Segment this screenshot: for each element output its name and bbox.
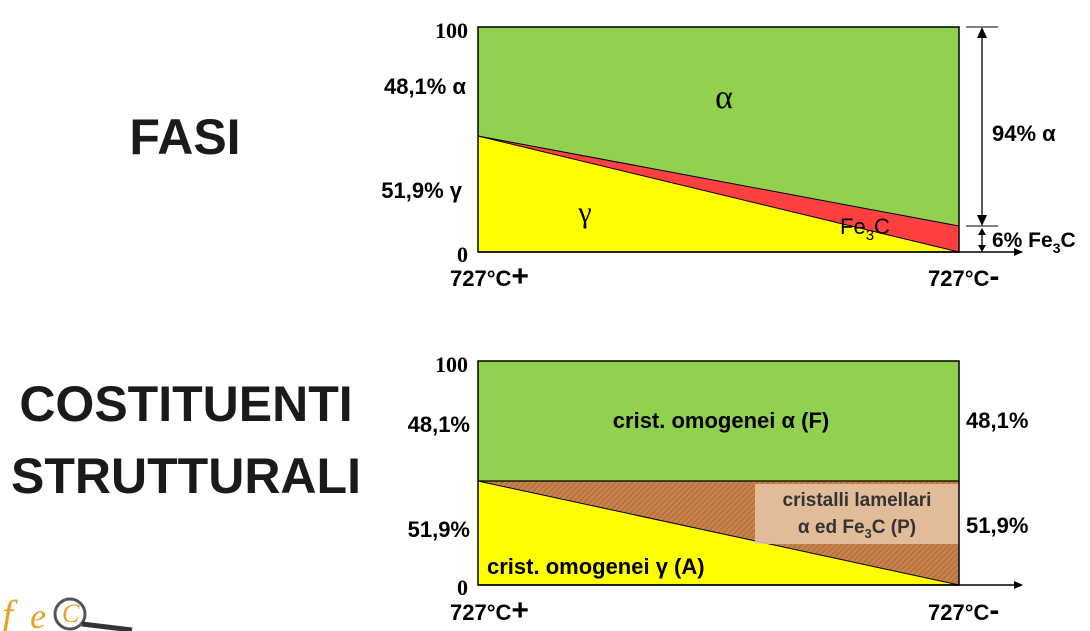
phases-left-alpha: 48,1% α: [384, 74, 466, 99]
constituents-boundary-diagonal: [477, 480, 960, 586]
constituents-y-max: 100: [435, 352, 468, 377]
phases-chart: 100 0 48,1% α 51,9% γ α γ Fe3C 94% α 6% …: [381, 18, 1075, 293]
constituents-x-right: 727°C-: [928, 594, 999, 627]
phases-gamma-boundary: [477, 135, 960, 253]
phases-fe3c-arrow-down: [978, 245, 986, 252]
phases-fe3c-arrow-up: [978, 228, 986, 235]
phases-y-max: 100: [435, 18, 468, 43]
logo-icon: f e C: [2, 592, 133, 631]
constituents-left-bottom: 51,9%: [408, 517, 470, 542]
phases-y-min: 0: [457, 242, 468, 267]
constituents-right-top: 48,1%: [966, 408, 1028, 433]
constituents-right-bottom: 51,9%: [966, 513, 1028, 538]
phases-left-gamma: 51,9% γ: [381, 178, 462, 203]
constituents-y-min: 0: [457, 575, 468, 600]
constituents-pearlite-label-box: [755, 484, 959, 544]
phases-right-fe3c: 6% Fe3C: [992, 229, 1076, 256]
phases-x-right: 727°C-: [928, 260, 999, 293]
phases-gamma-label: γ: [577, 196, 591, 229]
phases-x-left: 727°C+: [450, 260, 529, 293]
phases-alpha-arrow-up: [977, 27, 987, 38]
svg-text:e: e: [30, 596, 46, 631]
svg-text:C: C: [62, 599, 80, 628]
phases-alpha-label: α: [715, 79, 733, 116]
constituents-x-left: 727°C+: [450, 594, 529, 627]
constituents-pearlite-line1: cristalli lamellari: [783, 490, 932, 511]
constituents-gamma-label: crist. omogenei γ (A): [487, 554, 705, 579]
phases-right-alpha: 94% α: [992, 121, 1056, 146]
constituents-heading-line1: COSTITUENTI: [19, 376, 353, 432]
constituents-pearlite-line2: α ed Fe3C (P): [798, 517, 916, 541]
constituents-left-top: 48,1%: [408, 412, 470, 437]
constituents-heading: COSTITUENTI STRUTTURALI: [0, 368, 372, 512]
constituents-alpha-label: crist. omogenei α (F): [613, 408, 829, 433]
constituents-chart: 100 0 48,1% 51,9% 48,1% 51,9% crist. omo…: [408, 352, 1029, 627]
svg-text:f: f: [2, 592, 18, 631]
phases-alpha-arrow-down: [977, 215, 987, 226]
phases-alpha-boundary: [477, 135, 960, 227]
phases-heading: FASI: [129, 109, 241, 165]
constituents-heading-line2: STRUTTURALI: [11, 448, 361, 504]
